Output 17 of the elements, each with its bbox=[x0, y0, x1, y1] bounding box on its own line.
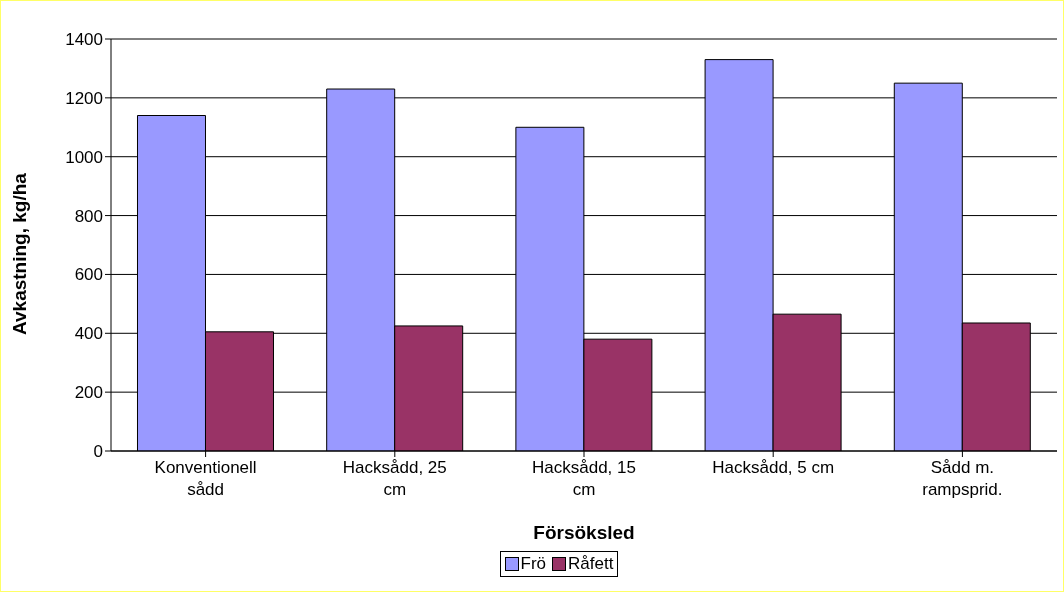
x-tick-label: Hacksådd, 15 cm bbox=[532, 458, 636, 499]
y-tick-label: 0 bbox=[93, 442, 103, 462]
legend-label: Råfett bbox=[568, 554, 614, 574]
y-tick-label: 1000 bbox=[65, 147, 103, 167]
legend-label: Frö bbox=[520, 554, 547, 574]
x-tick-label: Sådd m. rampsprid. bbox=[922, 458, 1003, 499]
x-tick-label: Hacksådd, 5 cm bbox=[712, 458, 835, 477]
x-tick-label: Hacksådd, 25 cm bbox=[342, 458, 447, 499]
y-tick-label: 400 bbox=[74, 324, 103, 344]
y-axis-title: Avkastning, kg/ha bbox=[8, 172, 30, 335]
x-axis-title: Försöksled bbox=[533, 522, 635, 543]
y-tick-label: 600 bbox=[74, 265, 103, 285]
x-tick-label: Konventionell sådd bbox=[154, 458, 257, 499]
y-tick-label: 1400 bbox=[65, 30, 103, 50]
y-tick-label: 800 bbox=[74, 206, 103, 226]
y-tick-label: 200 bbox=[74, 383, 103, 403]
y-tick-label: 1200 bbox=[65, 88, 103, 108]
